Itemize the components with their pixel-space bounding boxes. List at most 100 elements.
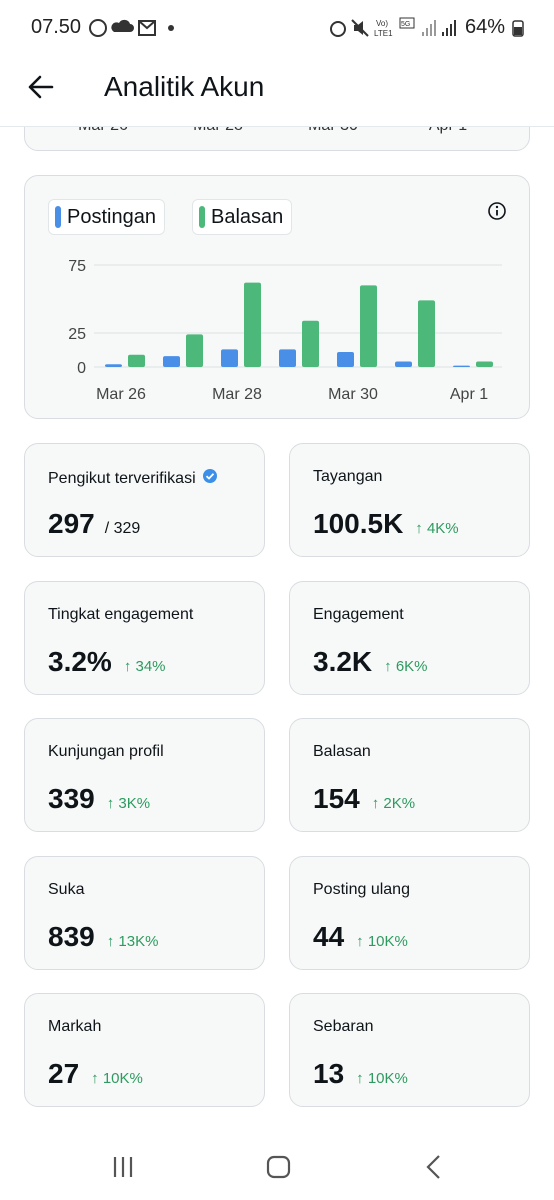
stat-label: Suka bbox=[48, 881, 84, 899]
previous-axis-label: Mar 26 bbox=[63, 127, 143, 135]
stat-change: ↑ 3K% bbox=[107, 795, 150, 812]
bar bbox=[302, 321, 319, 367]
stat-card: Suka 839 ↑ 13K% bbox=[24, 856, 265, 970]
bar bbox=[163, 356, 180, 367]
stat-value: 13 bbox=[313, 1058, 344, 1090]
stat-label: Tayangan bbox=[313, 468, 382, 486]
status-battery: 64% bbox=[465, 16, 505, 39]
nav-back[interactable] bbox=[428, 1156, 439, 1178]
y-tick-label: 25 bbox=[68, 326, 86, 343]
svg-text:5G: 5G bbox=[401, 21, 410, 28]
stat-label-row: Tingkat engagement bbox=[48, 606, 193, 624]
bar bbox=[105, 364, 122, 367]
stat-label: Engagement bbox=[313, 606, 404, 624]
x-tick-label: Mar 30 bbox=[328, 386, 378, 403]
bar bbox=[186, 334, 203, 367]
x-tick-label: Mar 26 bbox=[96, 386, 146, 403]
stat-change: ↑ 10K% bbox=[356, 933, 408, 950]
legend-label: Postingan bbox=[67, 206, 156, 229]
status-icons bbox=[88, 16, 178, 40]
stat-label-row: Kunjungan profil bbox=[48, 743, 164, 761]
stat-value: 3.2K bbox=[313, 646, 372, 678]
previous-axis-label: Apr 1 bbox=[408, 127, 488, 135]
stat-value: 339 bbox=[48, 783, 95, 815]
stat-card: Pengikut terverifikasi 297 / 329 bbox=[24, 443, 265, 557]
stat-label-row: Engagement bbox=[313, 606, 404, 624]
stat-change: ↑ 2K% bbox=[372, 795, 415, 812]
bar bbox=[418, 300, 435, 367]
bar bbox=[244, 283, 261, 367]
stat-label: Kunjungan profil bbox=[48, 743, 164, 761]
stat-card: Kunjungan profil 339 ↑ 3K% bbox=[24, 718, 265, 832]
bar bbox=[279, 349, 296, 367]
previous-axis-label: Mar 30 bbox=[293, 127, 373, 135]
stat-card: Balasan 154 ↑ 2K% bbox=[289, 718, 530, 832]
stat-value-row: 339 ↑ 3K% bbox=[48, 783, 150, 815]
battery-icon bbox=[512, 19, 524, 37]
stat-value: 297 bbox=[48, 508, 95, 540]
stat-value-row: 154 ↑ 2K% bbox=[313, 783, 415, 815]
stat-label-row: Sebaran bbox=[313, 1018, 374, 1036]
stat-value-row: 27↑ 10K% bbox=[48, 1058, 143, 1090]
status-right-icons: Vo)LTE1 5G bbox=[328, 16, 460, 40]
stat-value: 839 bbox=[48, 921, 95, 953]
chart-card: 0 25 75 Mar 26 Mar 28 Mar 30 Apr 1 Postingan Ba… bbox=[24, 175, 530, 419]
stat-change: ↑ 10K% bbox=[91, 1070, 143, 1087]
stat-label-row: Suka bbox=[48, 881, 84, 899]
svg-text:Vo): Vo) bbox=[376, 19, 388, 28]
stat-label-row: Markah bbox=[48, 1018, 101, 1036]
x-tick-label: Mar 28 bbox=[212, 386, 262, 403]
stat-change: ↑ 34% bbox=[124, 658, 166, 675]
legend-label: Balasan bbox=[211, 206, 283, 229]
bar bbox=[128, 355, 145, 367]
stat-change: ↑ 13K% bbox=[107, 933, 159, 950]
bar bbox=[221, 349, 238, 367]
bar bbox=[337, 352, 354, 367]
nav-recent[interactable] bbox=[115, 1157, 131, 1177]
stat-change: ↑ 4K% bbox=[415, 520, 458, 537]
nav-home[interactable] bbox=[268, 1157, 289, 1177]
stat-label: Pengikut terverifikasi bbox=[48, 470, 196, 488]
stat-total: / 329 bbox=[105, 520, 141, 538]
legend-item: Balasan bbox=[192, 199, 292, 235]
bar bbox=[476, 362, 493, 367]
verified-icon bbox=[202, 468, 218, 484]
status-time: 07.50 bbox=[31, 16, 81, 39]
back-button[interactable] bbox=[26, 72, 56, 102]
x-tick-label: Apr 1 bbox=[450, 386, 488, 403]
stat-label-row: Pengikut terverifikasi bbox=[48, 468, 218, 489]
y-tick-label: 75 bbox=[68, 258, 86, 275]
stat-value: 3.2% bbox=[48, 646, 112, 678]
stat-label: Markah bbox=[48, 1018, 101, 1036]
legend-swatch bbox=[199, 206, 205, 228]
stat-label-row: Balasan bbox=[313, 743, 371, 761]
stat-value-row: 44↑ 10K% bbox=[313, 921, 408, 953]
stat-card: Tingkat engagement 3.2% ↑ 34% bbox=[24, 581, 265, 695]
legend-swatch bbox=[55, 206, 61, 228]
verified-badge bbox=[202, 468, 218, 489]
stat-label-row: Tayangan bbox=[313, 468, 382, 486]
stat-label: Sebaran bbox=[313, 1018, 374, 1036]
y-tick-label: 0 bbox=[77, 360, 86, 377]
stat-card: Posting ulang 44↑ 10K% bbox=[289, 856, 530, 970]
stat-value-row: 297 / 329 bbox=[48, 508, 140, 540]
legend-item: Postingan bbox=[48, 199, 165, 235]
stat-label: Balasan bbox=[313, 743, 371, 761]
stat-value: 154 bbox=[313, 783, 360, 815]
stat-change: ↑ 6K% bbox=[384, 658, 427, 675]
previous-chart-clip: Mar 26 Mar 28 Mar 30 Apr 1 bbox=[0, 127, 554, 153]
stat-label-row: Posting ulang bbox=[313, 881, 410, 899]
stat-card: Engagement 3.2K ↑ 6K% bbox=[289, 581, 530, 695]
bar bbox=[395, 362, 412, 367]
stat-label: Posting ulang bbox=[313, 881, 410, 899]
stat-label: Tingkat engagement bbox=[48, 606, 193, 624]
svg-text:LTE1: LTE1 bbox=[374, 29, 393, 38]
bar bbox=[360, 285, 377, 367]
previous-axis: Mar 26 Mar 28 Mar 30 Apr 1 bbox=[25, 127, 531, 137]
previous-axis-label: Mar 28 bbox=[178, 127, 258, 135]
stat-card: Markah 27↑ 10K% bbox=[24, 993, 265, 1107]
screen: 07.50 Vo)LTE1 5G 64% Analitik Akun Mar 2… bbox=[0, 0, 554, 1200]
header-title: Analitik Akun bbox=[104, 71, 264, 103]
stat-value-row: 3.2% ↑ 34% bbox=[48, 646, 166, 678]
stat-card: Sebaran13↑ 10K% bbox=[289, 993, 530, 1107]
